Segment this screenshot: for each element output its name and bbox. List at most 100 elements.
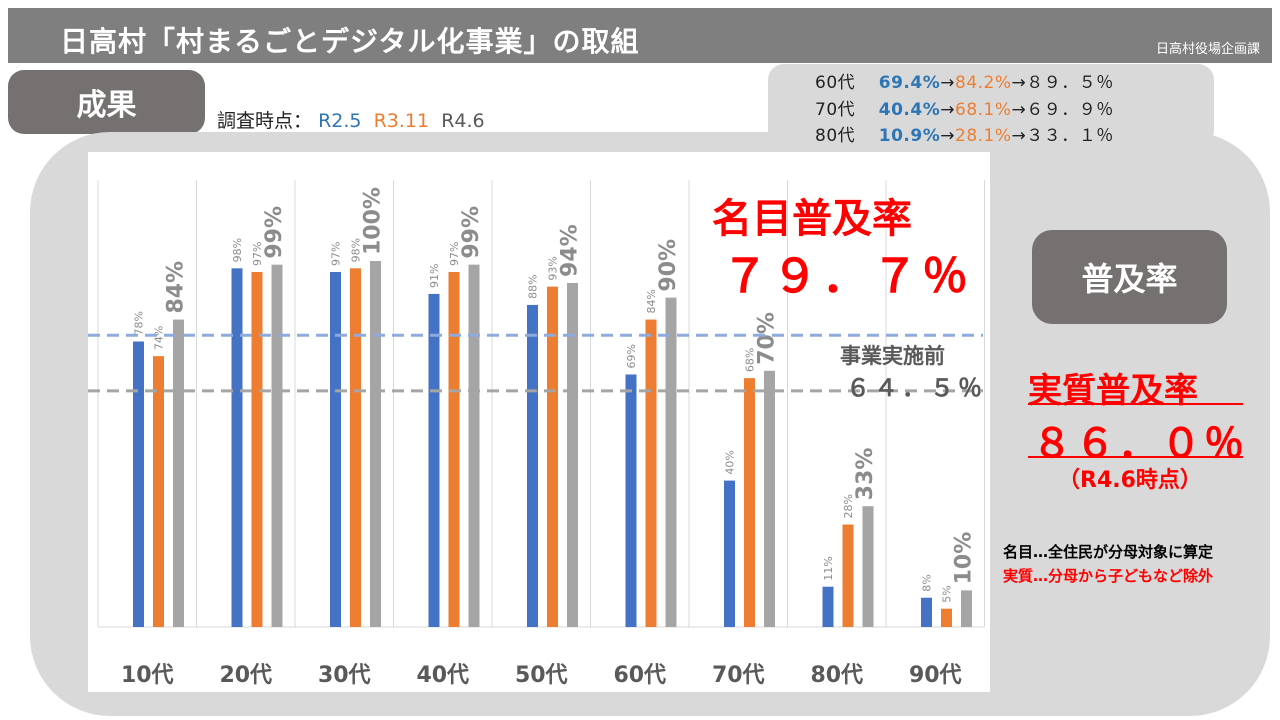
trend-row-60: 60代 69.4%→84.2%→８９．５％ xyxy=(815,68,1114,93)
data-label: 69% xyxy=(625,344,638,368)
data-label: 97% xyxy=(448,242,461,266)
bar-R4.6-50代 xyxy=(567,282,578,627)
bar-R2.5-90代 xyxy=(921,597,932,627)
bar-R2.5-20代 xyxy=(231,268,243,627)
survey-r1: R2.5 xyxy=(318,110,362,132)
trend-age: 60代 xyxy=(815,73,856,93)
bar-R2.5-30代 xyxy=(330,271,341,627)
data-label: 98% xyxy=(231,238,244,262)
trend-r3: 84.2% xyxy=(955,73,1012,93)
trend-arrow: → xyxy=(1011,73,1027,93)
real-rate-date: （R4.6時点） xyxy=(1058,468,1202,493)
bar-R3.11-90代 xyxy=(941,608,952,627)
bar-R3.11-40代 xyxy=(448,271,460,627)
data-label: 33% xyxy=(853,448,878,501)
trend-r3: 28.1% xyxy=(955,126,1012,146)
real-note: 実質…分母から子どもなど除外 xyxy=(1003,567,1214,585)
bar-R3.11-80代 xyxy=(842,524,854,627)
chart-area: 78% 98% 97% 91% 88% 69% 40% 11% 8% 74% 97% 98% 97% 93… xyxy=(88,152,990,692)
trend-r2: 69.4% xyxy=(878,73,941,93)
bar-R4.6-30代 xyxy=(370,261,381,627)
trend-r2: 10.9% xyxy=(878,126,941,146)
penetration-badge: 普及率 xyxy=(1032,230,1227,324)
bar-R2.5-70代 xyxy=(724,480,735,627)
bar-R2.5-50代 xyxy=(527,304,538,627)
category-label: 20代 xyxy=(219,663,272,688)
category-label: 10代 xyxy=(121,663,174,688)
bar-R3.11-30代 xyxy=(350,268,361,627)
trend-r4: ３３．１％ xyxy=(1026,126,1114,146)
data-label: 98% xyxy=(350,238,363,262)
data-label: 84% xyxy=(645,289,658,313)
data-label: 5% xyxy=(941,585,954,602)
survey-r2: R3.11 xyxy=(373,110,430,132)
trend-arrow: → xyxy=(940,100,955,120)
data-label: 100% xyxy=(361,187,386,255)
bar-R4.6-20代 xyxy=(271,264,283,627)
category-label: 40代 xyxy=(416,663,469,688)
title-bar: 日高村「村まるごとデジタル化事業」の取組 日高村役場企画課 xyxy=(8,8,1272,63)
data-label: 97% xyxy=(251,242,264,266)
category-label: 80代 xyxy=(810,663,863,688)
trend-r3: 68.1% xyxy=(955,100,1012,120)
trend-box xyxy=(768,64,1214,146)
real-rate-underline xyxy=(1028,403,1243,405)
bar-R3.11-20代 xyxy=(251,271,263,627)
real-rate-underline-2 xyxy=(1028,456,1243,458)
bar-R4.6-80代 xyxy=(862,506,874,627)
survey-label: 調査時点： xyxy=(217,110,313,132)
bar-R4.6-60代 xyxy=(665,297,677,627)
bar-chart: 78% 98% 97% 91% 88% 69% 40% 11% 8% 74% 97% 98% 97% 93… xyxy=(88,180,985,688)
data-label: 40% xyxy=(724,450,737,474)
bar-R3.11-10代 xyxy=(153,356,164,627)
trend-arrow: → xyxy=(940,126,955,146)
data-label: 93% xyxy=(547,256,560,280)
page-title: 日高村「村まるごとデジタル化事業」の取組 xyxy=(60,25,640,58)
data-label: 94% xyxy=(558,224,583,277)
trend-age: 70代 xyxy=(815,100,856,120)
bar-R2.5-10代 xyxy=(133,341,144,627)
category-label: 70代 xyxy=(712,663,765,688)
bar-R2.5-60代 xyxy=(625,374,637,627)
bar-R2.5-80代 xyxy=(822,586,834,627)
before-label: 事業実施前 xyxy=(840,344,945,368)
before-value: ６４．５％ xyxy=(846,374,986,402)
survey-timepoints: 調査時点： R2.5 R3.11 R4.6 xyxy=(217,106,485,133)
bar-R3.11-50代 xyxy=(547,286,558,627)
trend-r2: 40.4% xyxy=(878,100,941,120)
data-label: 74% xyxy=(153,326,166,350)
bar-R4.6-40代 xyxy=(468,264,480,627)
data-label: 10% xyxy=(952,532,977,585)
data-label: 99% xyxy=(459,206,484,259)
department-label: 日高村役場企画課 xyxy=(1155,42,1260,57)
nominal-note: 名目…全住民が分母対象に算定 xyxy=(1003,543,1214,561)
data-label: 84% xyxy=(164,261,189,314)
bar-R4.6-70代 xyxy=(764,370,775,627)
trend-r4: ６９．９％ xyxy=(1026,100,1114,120)
trend-age: 80代 xyxy=(815,126,856,146)
nominal-rate-title: 名目普及率 xyxy=(712,196,912,242)
trend-arrow: → xyxy=(1011,100,1027,120)
data-label: 91% xyxy=(428,263,441,287)
bar-R4.6-90代 xyxy=(961,590,972,627)
data-label: 70% xyxy=(755,312,780,365)
data-label: 78% xyxy=(133,311,146,335)
data-label: 28% xyxy=(842,494,855,518)
category-label: 90代 xyxy=(909,663,962,688)
bar-R3.11-70代 xyxy=(744,378,755,627)
trend-r4: ８９．５％ xyxy=(1026,73,1114,93)
bar-R2.5-40代 xyxy=(428,293,440,627)
trend-arrow: → xyxy=(1011,126,1027,146)
data-label: 90% xyxy=(656,239,681,292)
survey-r3: R4.6 xyxy=(441,110,485,132)
real-rate-value: ８６．０％ xyxy=(1032,421,1247,467)
results-badge: 成果 xyxy=(8,70,205,134)
bar-R4.6-10代 xyxy=(173,319,184,627)
bar-R3.11-60代 xyxy=(645,319,657,627)
category-label: 30代 xyxy=(318,663,371,688)
data-label: 88% xyxy=(527,274,540,298)
data-label: 11% xyxy=(822,556,835,580)
category-label: 50代 xyxy=(515,663,568,688)
data-label: 8% xyxy=(921,574,934,591)
trend-arrow: → xyxy=(940,73,955,93)
